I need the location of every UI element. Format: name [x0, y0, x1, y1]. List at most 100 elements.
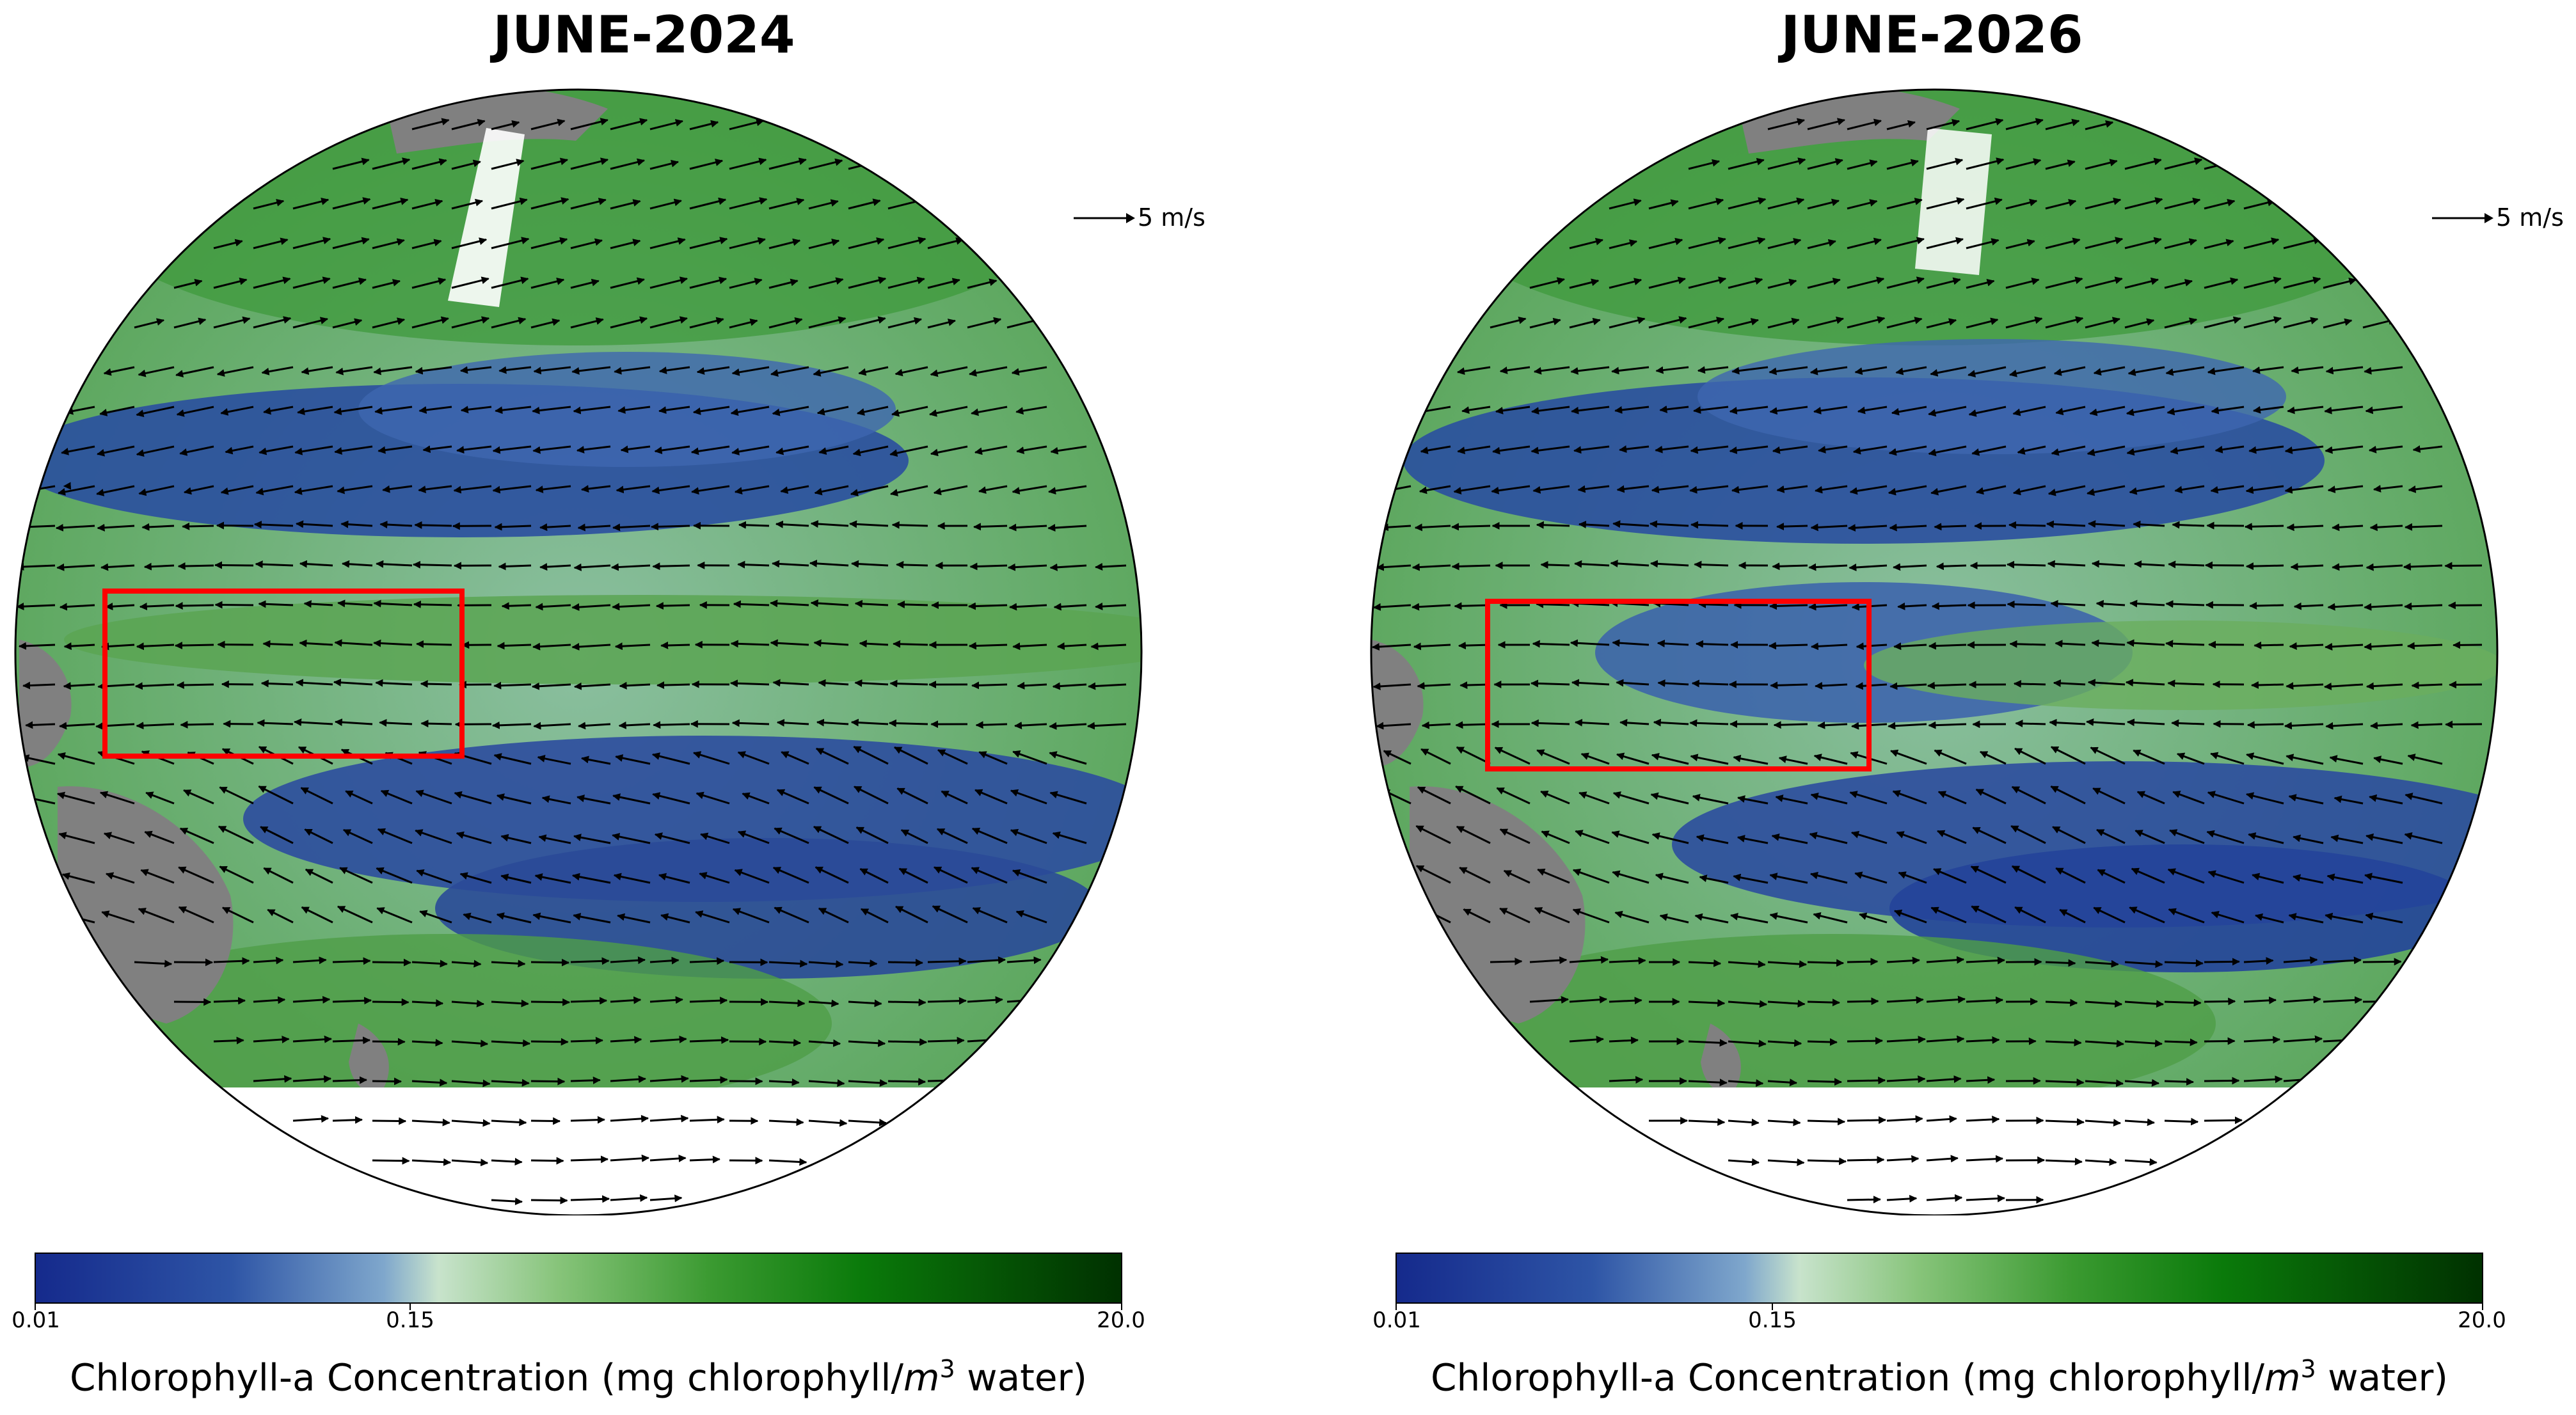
wind-vector	[1767, 999, 1806, 1008]
wind-vector	[1688, 159, 1721, 170]
wind-vector	[253, 199, 285, 210]
wind-vector	[610, 199, 641, 210]
wind-vector	[138, 366, 175, 377]
wind-vector	[1928, 642, 1967, 650]
wind-vector	[294, 718, 333, 727]
wind-vector	[700, 832, 730, 844]
wind-vector	[1930, 366, 1967, 377]
wind-vector	[729, 679, 770, 688]
wind-vector	[1496, 787, 1530, 805]
wind-vector	[1451, 562, 1491, 571]
wind-vector	[818, 445, 849, 455]
wind-vector	[1807, 198, 1840, 210]
wind-vector	[889, 445, 928, 457]
wind-vector	[1847, 1116, 1887, 1125]
wind-vector	[1818, 445, 1848, 454]
wind-vector	[649, 1154, 687, 1162]
wind-vector	[896, 787, 928, 805]
wind-vector	[570, 997, 608, 1005]
wind-vector	[2332, 523, 2364, 532]
wind-vector	[969, 366, 1008, 377]
wind-vector	[649, 316, 688, 329]
wind-vector	[213, 957, 250, 965]
wind-vector	[216, 366, 254, 377]
wind-vector	[1688, 317, 1725, 329]
wind-vector	[2174, 485, 2205, 494]
wind-vector	[854, 786, 889, 805]
wind-vector	[1928, 721, 1967, 729]
wind-vector	[1886, 198, 1923, 210]
wind-vector	[1937, 791, 1967, 805]
wind-vector	[63, 642, 95, 651]
wind-vector	[332, 1076, 368, 1084]
wind-vector	[532, 642, 571, 651]
wind-vector	[693, 751, 730, 765]
wind-vector	[2283, 317, 2319, 329]
wind-vector	[734, 485, 770, 495]
wind-vector	[1926, 237, 1964, 249]
wind-vector	[1970, 866, 2007, 884]
wind-vector	[1817, 721, 1848, 729]
wind-vector	[1015, 406, 1047, 415]
wind-vector	[253, 276, 291, 289]
wind-vector	[618, 721, 651, 729]
colorbar-tick-max: 20.0	[1097, 1308, 1145, 1333]
wind-vector	[422, 445, 452, 454]
wind-vector	[134, 960, 173, 968]
wind-vector	[2407, 754, 2443, 765]
wind-vector	[689, 1076, 728, 1084]
wind-vector	[1569, 956, 1609, 964]
wind-vector	[848, 276, 887, 289]
wind-vector	[570, 118, 608, 130]
wind-vector	[889, 679, 928, 688]
wind-vector	[2323, 956, 2362, 965]
wind-vector	[927, 1036, 965, 1045]
wind-vector	[2050, 786, 2086, 805]
wind-vector	[2124, 318, 2155, 329]
wind-vector	[376, 907, 413, 924]
wind-vector	[451, 316, 490, 329]
wind-vector	[334, 445, 373, 455]
wind-vector	[2364, 366, 2403, 375]
wind-vector	[850, 718, 889, 727]
wind-vector	[1577, 485, 1610, 493]
wind-vector	[570, 157, 609, 170]
wind-vector	[2015, 720, 2046, 728]
wind-vector	[179, 445, 214, 456]
wind-vector	[2049, 718, 2086, 727]
wind-vector	[1847, 958, 1879, 966]
wind-vector	[1047, 485, 1087, 495]
wind-vector	[2323, 683, 2364, 691]
wind-vector	[1767, 1079, 1798, 1087]
wind-vector	[1926, 1075, 1962, 1083]
wind-vector	[737, 560, 770, 569]
wind-vector	[332, 197, 371, 210]
wind-vector	[1694, 560, 1729, 569]
wind-vector	[577, 523, 611, 532]
wind-vector	[1007, 563, 1047, 571]
wind-vector	[1767, 157, 1806, 170]
wind-vector	[1979, 750, 2007, 765]
wind-vector	[691, 485, 730, 495]
wind-vector	[143, 562, 175, 571]
wind-vector	[411, 316, 449, 329]
wind-vector	[731, 366, 770, 376]
wind-vector	[1886, 1155, 1920, 1163]
wind-vector	[1972, 826, 2007, 844]
wind-vector	[652, 792, 690, 805]
colorbar	[1395, 1253, 2483, 1304]
wind-vector	[2093, 366, 2126, 376]
wind-vector	[887, 1077, 926, 1086]
wind-vector	[2369, 523, 2403, 532]
wind-vector	[927, 957, 967, 965]
wind-vector	[534, 873, 571, 884]
wind-vector	[1580, 752, 1610, 765]
wind-vector	[1773, 721, 1808, 729]
wind-vector	[103, 366, 135, 376]
wind-vector	[1847, 1077, 1886, 1085]
wind-vector	[730, 406, 770, 416]
wind-vector	[2164, 279, 2193, 289]
wind-vector	[1776, 485, 1808, 493]
wind-vector	[891, 521, 928, 529]
wind-vector	[342, 560, 373, 568]
